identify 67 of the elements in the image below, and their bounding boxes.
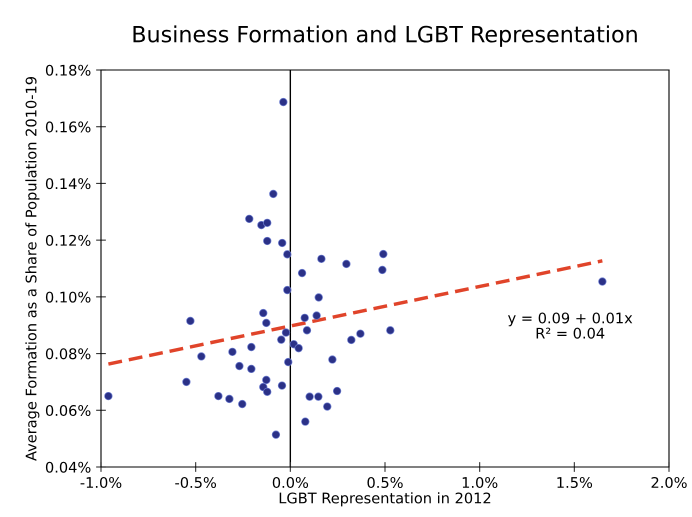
point (228, 348, 237, 356)
point (262, 376, 270, 384)
point (214, 392, 223, 400)
point (104, 392, 113, 400)
annotation: y = 0.09 + 0.01x R² = 0.04 (508, 312, 632, 339)
point (317, 254, 326, 264)
point (386, 326, 394, 334)
point (238, 400, 246, 408)
point (278, 381, 286, 390)
point (259, 308, 268, 318)
x-tick-label: 0.5% (367, 476, 403, 488)
point (235, 362, 244, 370)
x-tick-label: -1.0% (80, 476, 122, 488)
point (225, 394, 234, 404)
point (186, 316, 195, 326)
y-tick-label: 0.06% (46, 405, 90, 416)
y-tick-label: 0.14% (46, 178, 90, 190)
point (342, 260, 351, 268)
point (312, 311, 321, 320)
point (247, 364, 256, 374)
point (294, 344, 303, 352)
point (263, 218, 272, 227)
point (300, 314, 309, 322)
point (269, 190, 278, 198)
y-tick-label: 0.10% (46, 292, 90, 303)
point (277, 336, 286, 344)
point (598, 277, 607, 286)
point (263, 388, 272, 396)
point (347, 336, 356, 344)
y-tick-label: 0.12% (46, 234, 90, 246)
point (314, 293, 323, 302)
y-tick-label: 0.08% (46, 348, 90, 360)
point (332, 386, 342, 396)
point (263, 236, 272, 246)
point (284, 358, 292, 366)
point (323, 402, 332, 411)
x-tick-label: 1.0% (462, 476, 498, 488)
point (356, 330, 365, 338)
x-tick-label: 1.5% (557, 476, 592, 488)
x-tick-label: 2.0% (652, 476, 687, 488)
x-tick-label: 0.0% (272, 476, 308, 488)
point (262, 318, 270, 328)
point (247, 342, 256, 352)
point (305, 392, 314, 401)
y-tick-label: 0.16% (46, 121, 90, 132)
point (283, 250, 292, 258)
point (272, 430, 280, 439)
point (282, 328, 290, 337)
point (245, 214, 254, 224)
chart-title: Business Formation and LGBT Representation (133, 25, 637, 47)
point (298, 268, 306, 278)
point (278, 238, 286, 248)
point (378, 266, 387, 274)
x-tick-label: -0.5% (175, 476, 216, 488)
point (182, 378, 191, 386)
point (302, 326, 312, 334)
point (197, 352, 206, 361)
x-axis-title: LGBT Representation in 2012 (280, 492, 490, 506)
y-axis-title: Average Formation as a Share of Population 2010-19 (25, 76, 40, 461)
point (283, 286, 292, 294)
point (279, 98, 288, 106)
point (301, 417, 310, 426)
y-tick-label: 0.04% (46, 462, 90, 473)
point (314, 392, 323, 401)
y-tick-label: 0.18% (46, 64, 90, 76)
point (328, 355, 337, 364)
point (379, 250, 388, 258)
